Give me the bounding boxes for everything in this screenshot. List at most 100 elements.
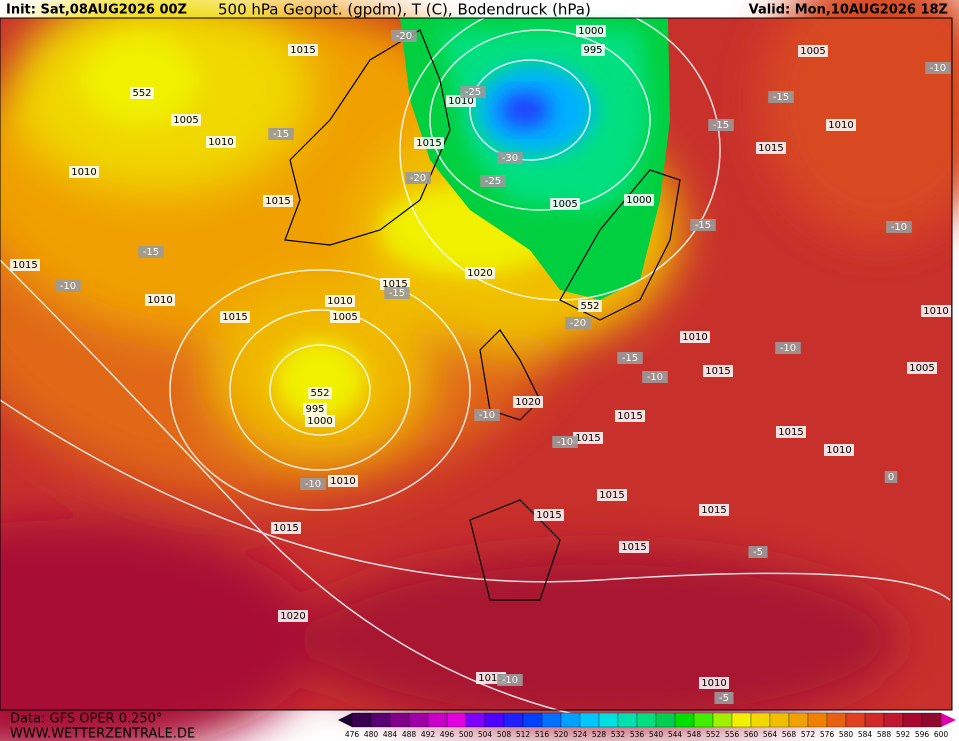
colorbar-swatch [351,712,372,728]
temperature-label-bg [642,371,668,383]
temperature-label-bg [460,86,486,98]
isobar-label: 1015 [273,523,298,534]
isobar-label-bg [220,311,250,323]
colorbar-label: 504 [478,730,493,739]
colorbar-label: 488 [402,730,417,739]
colorbar-label: 592 [896,730,911,739]
isobar-label-bg [330,311,360,323]
isobar-label-bg [798,45,828,57]
isobar-label-bg [576,25,606,37]
colorbar-label: 576 [820,730,835,739]
isobar-label: 1010 [828,120,853,131]
colorbar-swatch [446,712,467,728]
temperature-label-bg [714,692,734,704]
isobar-label-bg [69,166,99,178]
temperature-label: -20 [396,31,412,42]
colorbar-swatch [712,712,733,728]
map-title: 500 hPa Geopot. (gpdm), T (C), Bodendruc… [218,1,591,19]
colorbar-swatch [427,712,448,728]
colorbar-swatch [845,712,866,728]
temperature-label: -10 [60,281,76,292]
isobar-label: 1010 [448,96,473,107]
colorbar-swatch [617,712,638,728]
colorbar-label: 500 [459,730,474,739]
isobar-label-bg [619,541,649,553]
colorbar-swatch [579,712,600,728]
isobar-label: 1015 [382,279,407,290]
temperature-label: -10 [930,63,946,74]
colorbar-swatch [807,712,828,728]
colorbar-swatch [902,712,923,728]
isobar-label: 1010 [147,295,172,306]
temperature-label: -10 [780,343,796,354]
isobar-label-bg [206,136,236,148]
colorbar-swatch [674,712,695,728]
colorbar-swatch [503,712,524,728]
isobar-label-bg [271,522,301,534]
isobar-label: 1010 [701,678,726,689]
temperature-label-bg [552,436,578,448]
temperature-label-bg [300,478,326,490]
colorbar-swatch [560,712,581,728]
isobar-label-bg [305,415,335,427]
temperature-label-bg [405,172,431,184]
colorbar-label: 512 [516,730,531,739]
temperature-label: -10 [479,410,495,421]
colorbar-label: 584 [858,730,873,739]
isobar-label-bg [578,300,602,312]
init-time: Init: Sat,08AUG2026 00Z [6,3,187,18]
isobar-label: 1005 [552,199,577,210]
isobar-label-bg [776,426,806,438]
colorbar-label: 524 [573,730,588,739]
temperature-label-bg [884,471,898,483]
temperature-label: -10 [305,479,321,490]
isobar-label-bg [826,119,856,131]
isobar-label-bg [130,87,154,99]
temperature-label: -10 [891,222,907,233]
isobar-label-bg [145,294,175,306]
isobar-label-bg [597,489,627,501]
isobar-label: 1015 [617,411,642,422]
temperature-label-bg [565,317,591,329]
isobar-label: 1015 [705,366,730,377]
isobar-label: 1015 [290,45,315,56]
colorbar-swatch [826,712,847,728]
isobar-label: 1020 [515,397,540,408]
colorbar-label: 544 [668,730,683,739]
colorbar-swatch [522,712,543,728]
colorbar-swatch [693,712,714,728]
colorbar-label: 536 [630,730,645,739]
temperature-label-bg [617,352,643,364]
temperature-label: -15 [773,92,789,103]
temperature-label-bg [768,91,794,103]
isobar-label-bg [921,305,951,317]
isobar-label: 1015 [12,260,37,271]
colorbar-swatch [389,712,410,728]
isobar-label-bg [171,114,201,126]
colorbar-label: 528 [592,730,607,739]
colorbar-label: 580 [839,730,854,739]
isobar-label-bg [581,44,605,56]
isobar-label: 1020 [280,611,305,622]
isobar-label-bg [573,432,603,444]
isobar-label-bg [615,410,645,422]
isobar-label: 1005 [332,312,357,323]
temperature-label-bg [384,287,410,299]
isobar-label: 1010 [682,332,707,343]
isobar-label-bg [263,195,293,207]
colorbar-label: 508 [497,730,512,739]
colorbar-label: 560 [744,730,759,739]
isobar-label: 995 [583,45,602,56]
colorbar-label: 568 [782,730,797,739]
colorbar-label: 596 [915,730,930,739]
isobar-label: 552 [580,301,599,312]
isobar-label-bg [328,475,358,487]
isobar-label: 1005 [800,46,825,57]
colorbar-swatch [769,712,790,728]
temperature-label-bg [480,175,506,187]
temperature-label-bg [708,119,734,131]
isobar-label-bg [465,267,495,279]
